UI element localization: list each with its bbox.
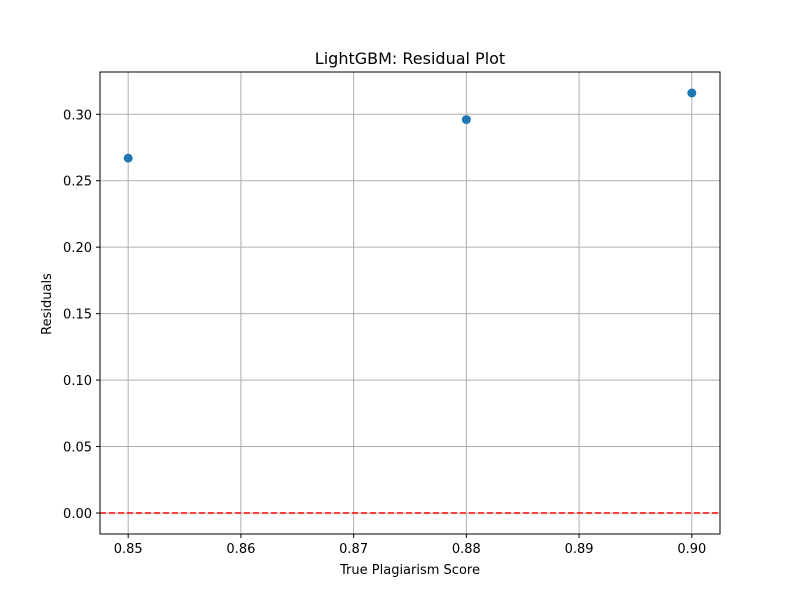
scatter-point xyxy=(687,88,697,98)
y-tick-label: 0.25 xyxy=(63,175,92,190)
y-axis-ticks: 0.00 0.05 0.10 0.15 0.20 0.25 0.30 xyxy=(63,108,100,522)
chart-title: LightGBM: Residual Plot xyxy=(315,49,505,68)
y-tick-label: 0.10 xyxy=(63,374,92,389)
scatter-point xyxy=(461,115,471,125)
grid-lines xyxy=(100,72,720,534)
x-axis-label: True Plagiarism Score xyxy=(339,563,480,578)
x-tick-label: 0.85 xyxy=(114,542,143,557)
scatter-points xyxy=(123,88,697,163)
scatter-point xyxy=(123,153,133,163)
x-tick-label: 0.88 xyxy=(452,542,481,557)
y-axis-label: Residuals xyxy=(40,273,55,335)
y-tick-label: 0.05 xyxy=(63,441,92,456)
x-tick-label: 0.89 xyxy=(565,542,594,557)
x-tick-label: 0.87 xyxy=(339,542,368,557)
x-tick-label: 0.90 xyxy=(677,542,706,557)
y-tick-label: 0.20 xyxy=(63,241,92,256)
axes-frame xyxy=(99,71,721,535)
x-tick-label: 0.86 xyxy=(226,542,255,557)
y-tick-label: 0.15 xyxy=(63,308,92,323)
x-axis-ticks: 0.85 0.86 0.87 0.88 0.89 0.90 xyxy=(114,534,706,557)
y-tick-label: 0.00 xyxy=(63,507,92,522)
y-tick-label: 0.30 xyxy=(63,108,92,123)
